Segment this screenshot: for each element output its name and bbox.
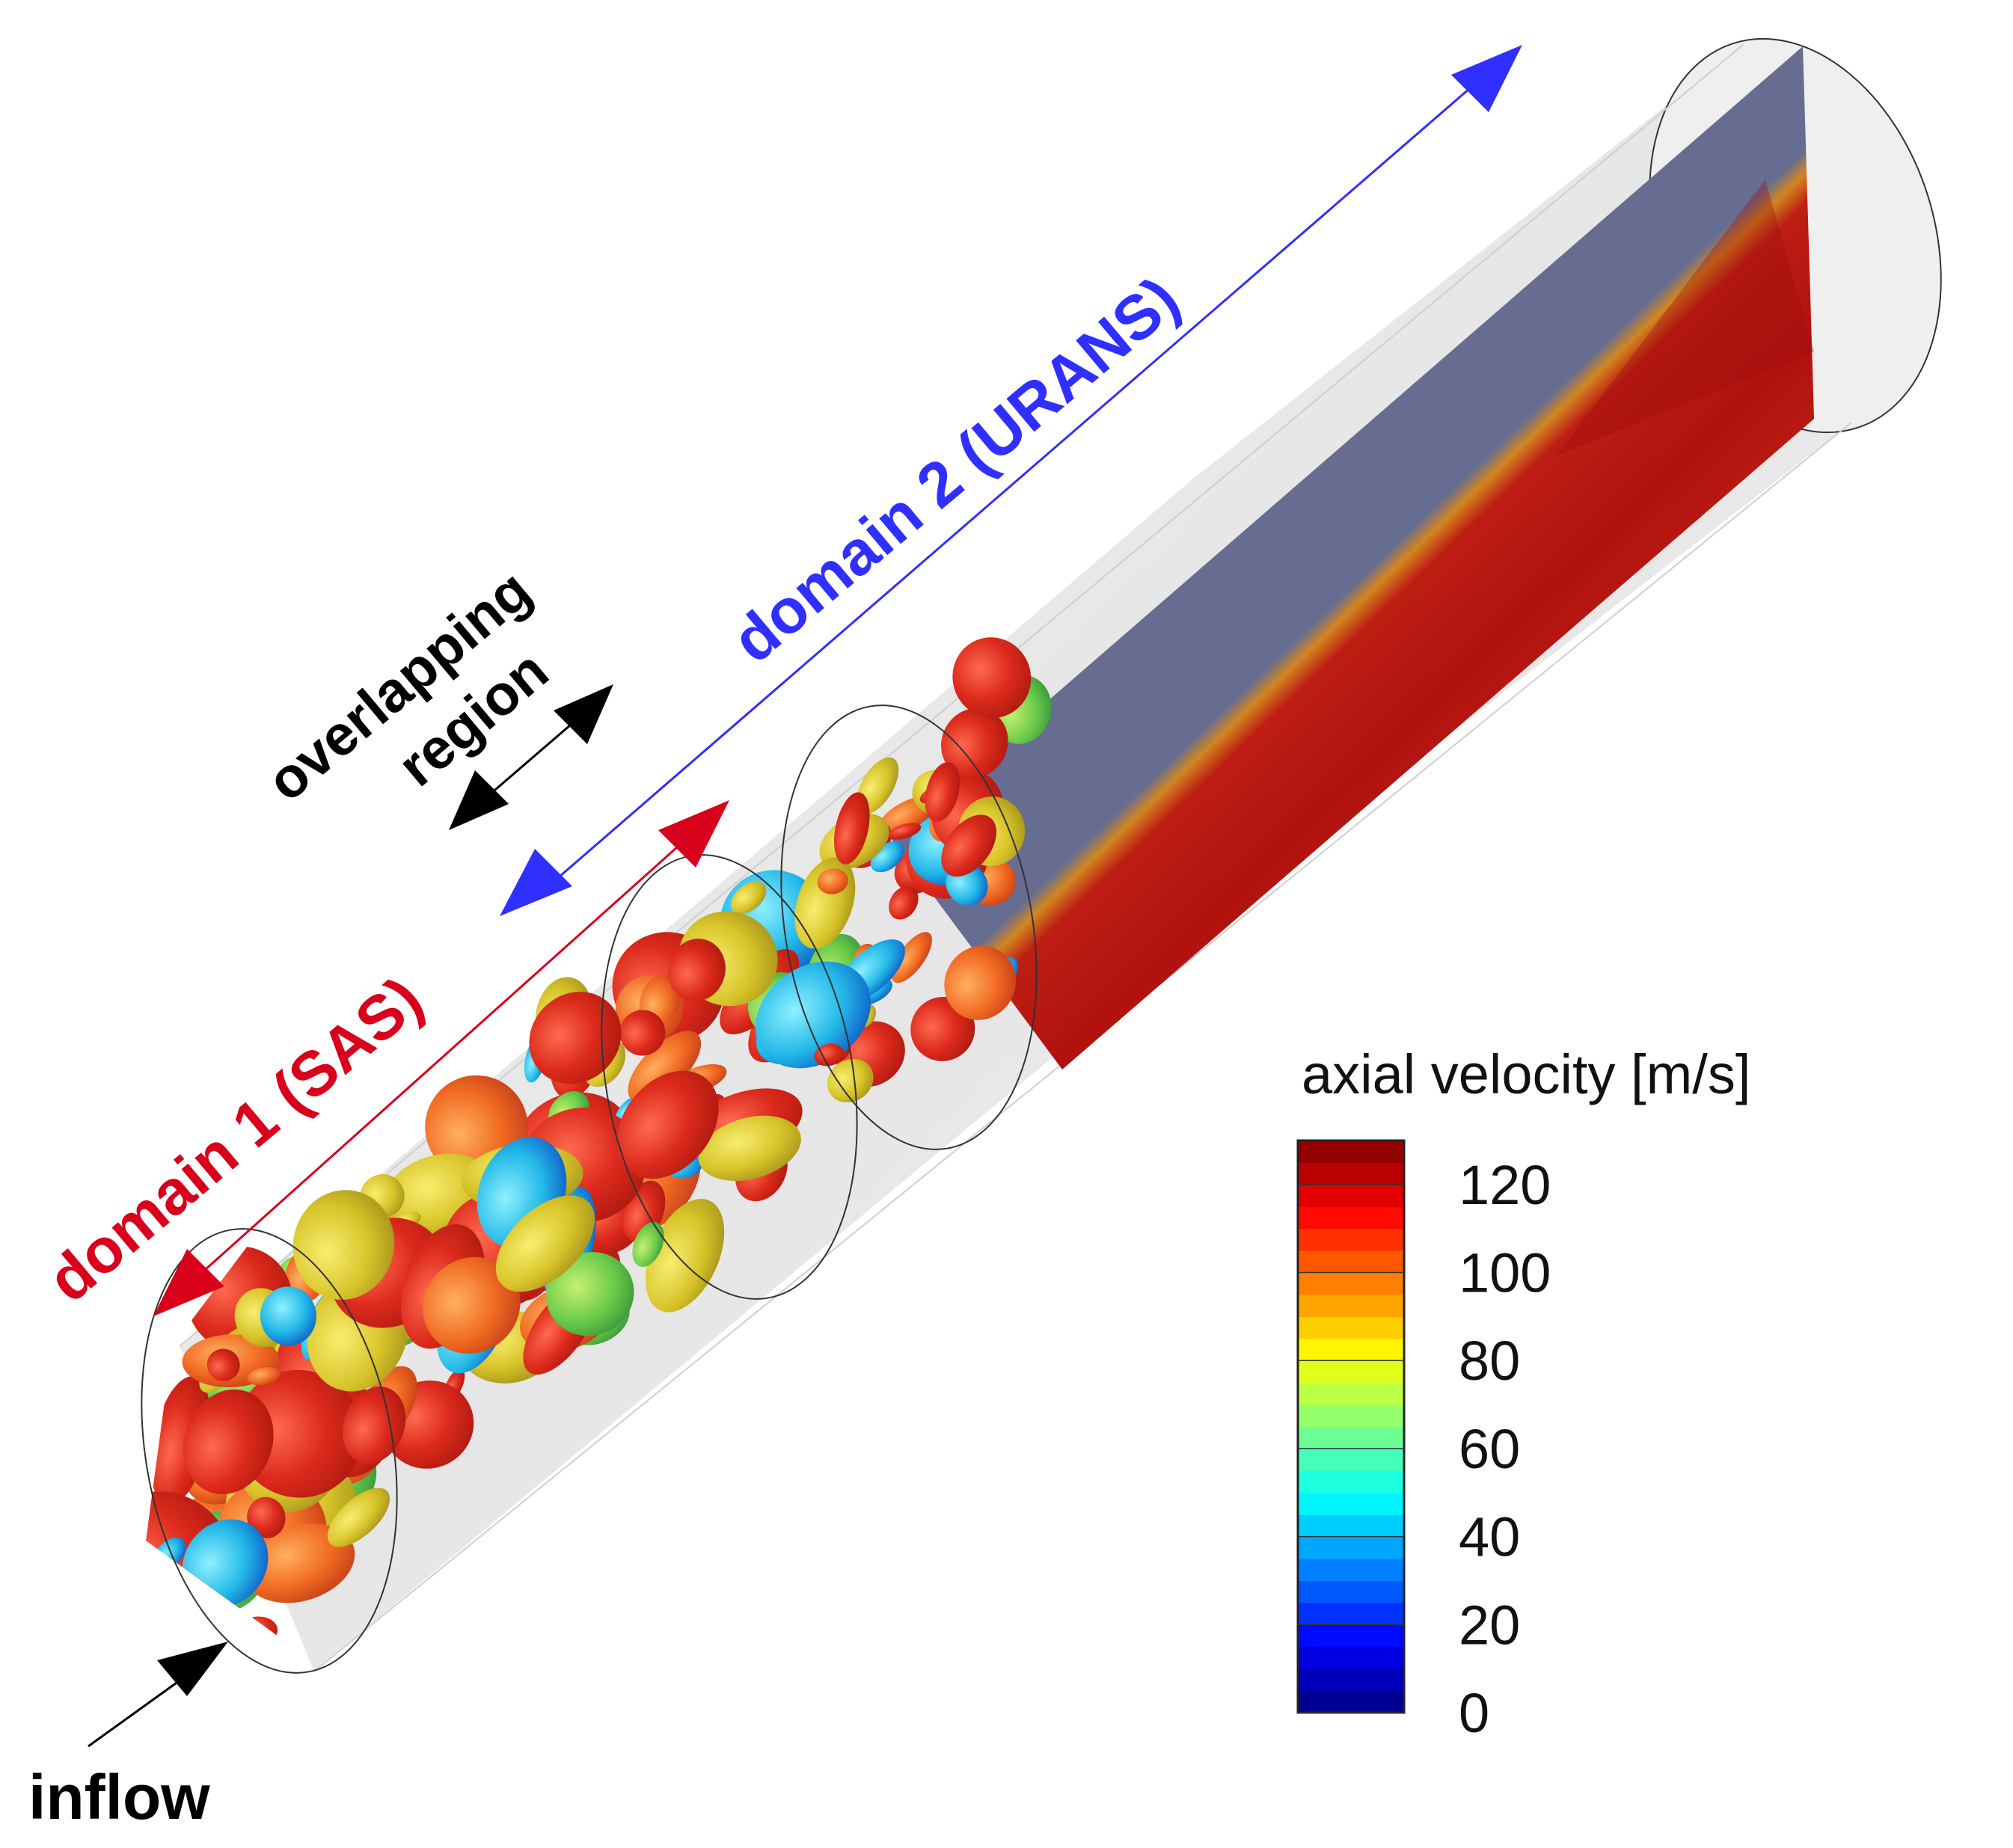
vortex-blob: [260, 1286, 316, 1346]
inflow-label: inflow: [28, 1762, 210, 1832]
domain1-arrowhead-start: [153, 1249, 224, 1316]
vortex-blob: [247, 1496, 286, 1538]
domain2-arrowhead-end: [1451, 45, 1522, 112]
vortex-blob: [925, 762, 960, 822]
vortex-blob: [944, 945, 1017, 1020]
colorbar-band: [1298, 1316, 1404, 1339]
colorbar-tick-label: 40: [1459, 1506, 1520, 1568]
colorbar-band: [1298, 1338, 1404, 1361]
vortex-blob: [616, 1070, 719, 1179]
colorbar-band: [1298, 1669, 1404, 1692]
vortex-blob: [941, 814, 997, 877]
domain1-arrow: [153, 800, 729, 1316]
vortex-structures: [146, 637, 1052, 1645]
overlap-arrow: [449, 684, 613, 830]
inflow-arrowhead: [157, 1642, 228, 1696]
axial-velocity-plane: [890, 46, 1814, 1069]
colorbar-band: [1298, 1514, 1404, 1538]
domain1-arrowhead-end: [658, 800, 729, 868]
vortex-blob: [343, 1386, 406, 1464]
colorbar-band: [1298, 1206, 1404, 1230]
vortex-blob: [206, 1348, 240, 1381]
vortex-blob: [529, 992, 622, 1084]
colorbar-band: [1298, 1536, 1404, 1559]
vortex-blob: [889, 885, 919, 920]
inflow-arrow: [88, 1642, 228, 1748]
colorbar-ticks: 0 20 40 60 80 100 120: [1298, 1154, 1551, 1744]
vortex-blob: [546, 1252, 634, 1336]
domain2-arrowhead-start: [500, 849, 572, 916]
colorbar-band: [1298, 1294, 1404, 1317]
vortex-blob: [495, 1195, 595, 1292]
colorbar-band: [1298, 1141, 1404, 1164]
vortex-blob: [952, 637, 1032, 718]
colorbar-tick-label: 100: [1459, 1242, 1551, 1304]
vortex-blob: [887, 823, 922, 840]
colorbar-tick-label: 80: [1459, 1330, 1520, 1392]
colorbar-band: [1298, 1250, 1404, 1274]
colorbar-band: [1298, 1492, 1404, 1515]
vortex-blob: [619, 1010, 666, 1056]
colorbar-tick-label: 20: [1459, 1594, 1520, 1656]
vortex-blob: [238, 1616, 278, 1645]
colorbar-band: [1298, 1382, 1404, 1405]
colorbar: axial velocity [m/s] 0 20 40 60 80 100 120: [1296, 1043, 1750, 1744]
overlap-arrowhead-start: [449, 770, 509, 830]
vortex-blob: [755, 961, 871, 1069]
vortex-blob: [941, 707, 1008, 779]
core-flow-surface: [890, 46, 1814, 1069]
colorbar-band: [1298, 1228, 1404, 1251]
vortex-blob: [327, 1488, 390, 1547]
vortex-blob: [834, 792, 870, 865]
colorbar-band: [1298, 1559, 1404, 1582]
overlap-end-section: [780, 704, 1038, 1150]
vortex-blob: [645, 1199, 725, 1313]
colorbar-band: [1298, 1470, 1404, 1494]
vortex-blob: [628, 1031, 702, 1103]
colorbar-bands: [1298, 1141, 1404, 1713]
colorbar-band: [1298, 1580, 1404, 1603]
vortex-blob: [667, 939, 726, 1002]
colorbar-title: axial velocity [m/s]: [1302, 1043, 1750, 1105]
inlet-section: [141, 1228, 398, 1674]
vortex-blob: [244, 1523, 355, 1603]
vortex-blob: [814, 1043, 844, 1066]
vortex-blob: [632, 1221, 664, 1267]
colorbar-band: [1298, 1690, 1404, 1713]
vortex-blob: [183, 1389, 274, 1495]
colorbar-band: [1298, 1448, 1404, 1471]
domain2-arrow: [500, 45, 1522, 916]
colorbar-band: [1298, 1162, 1404, 1185]
colorbar-band: [1298, 1426, 1404, 1449]
colorbar-band: [1298, 1360, 1404, 1384]
vortex-blob: [698, 1115, 801, 1181]
vortex-blob: [817, 868, 848, 894]
vortex-blob: [827, 1058, 874, 1103]
vortex-blob: [234, 1369, 363, 1498]
colorbar-tick-label: 60: [1459, 1418, 1520, 1480]
vortex-blob: [292, 1190, 395, 1300]
colorbar-band: [1298, 1184, 1404, 1207]
colorbar-band: [1298, 1646, 1404, 1669]
colorbar-band: [1298, 1624, 1404, 1648]
colorbar-band: [1298, 1405, 1404, 1428]
colorbar-tick-label: 120: [1459, 1154, 1551, 1216]
vortex-blob: [731, 881, 767, 914]
colorbar-tick-label: 0: [1459, 1682, 1489, 1744]
vortex-blob: [247, 1366, 281, 1386]
colorbar-band: [1298, 1272, 1404, 1295]
colorbar-band: [1298, 1602, 1404, 1625]
vortex-blob: [423, 1256, 521, 1354]
vortex-blob: [891, 932, 932, 983]
overlap-arrowhead-end: [554, 684, 613, 744]
